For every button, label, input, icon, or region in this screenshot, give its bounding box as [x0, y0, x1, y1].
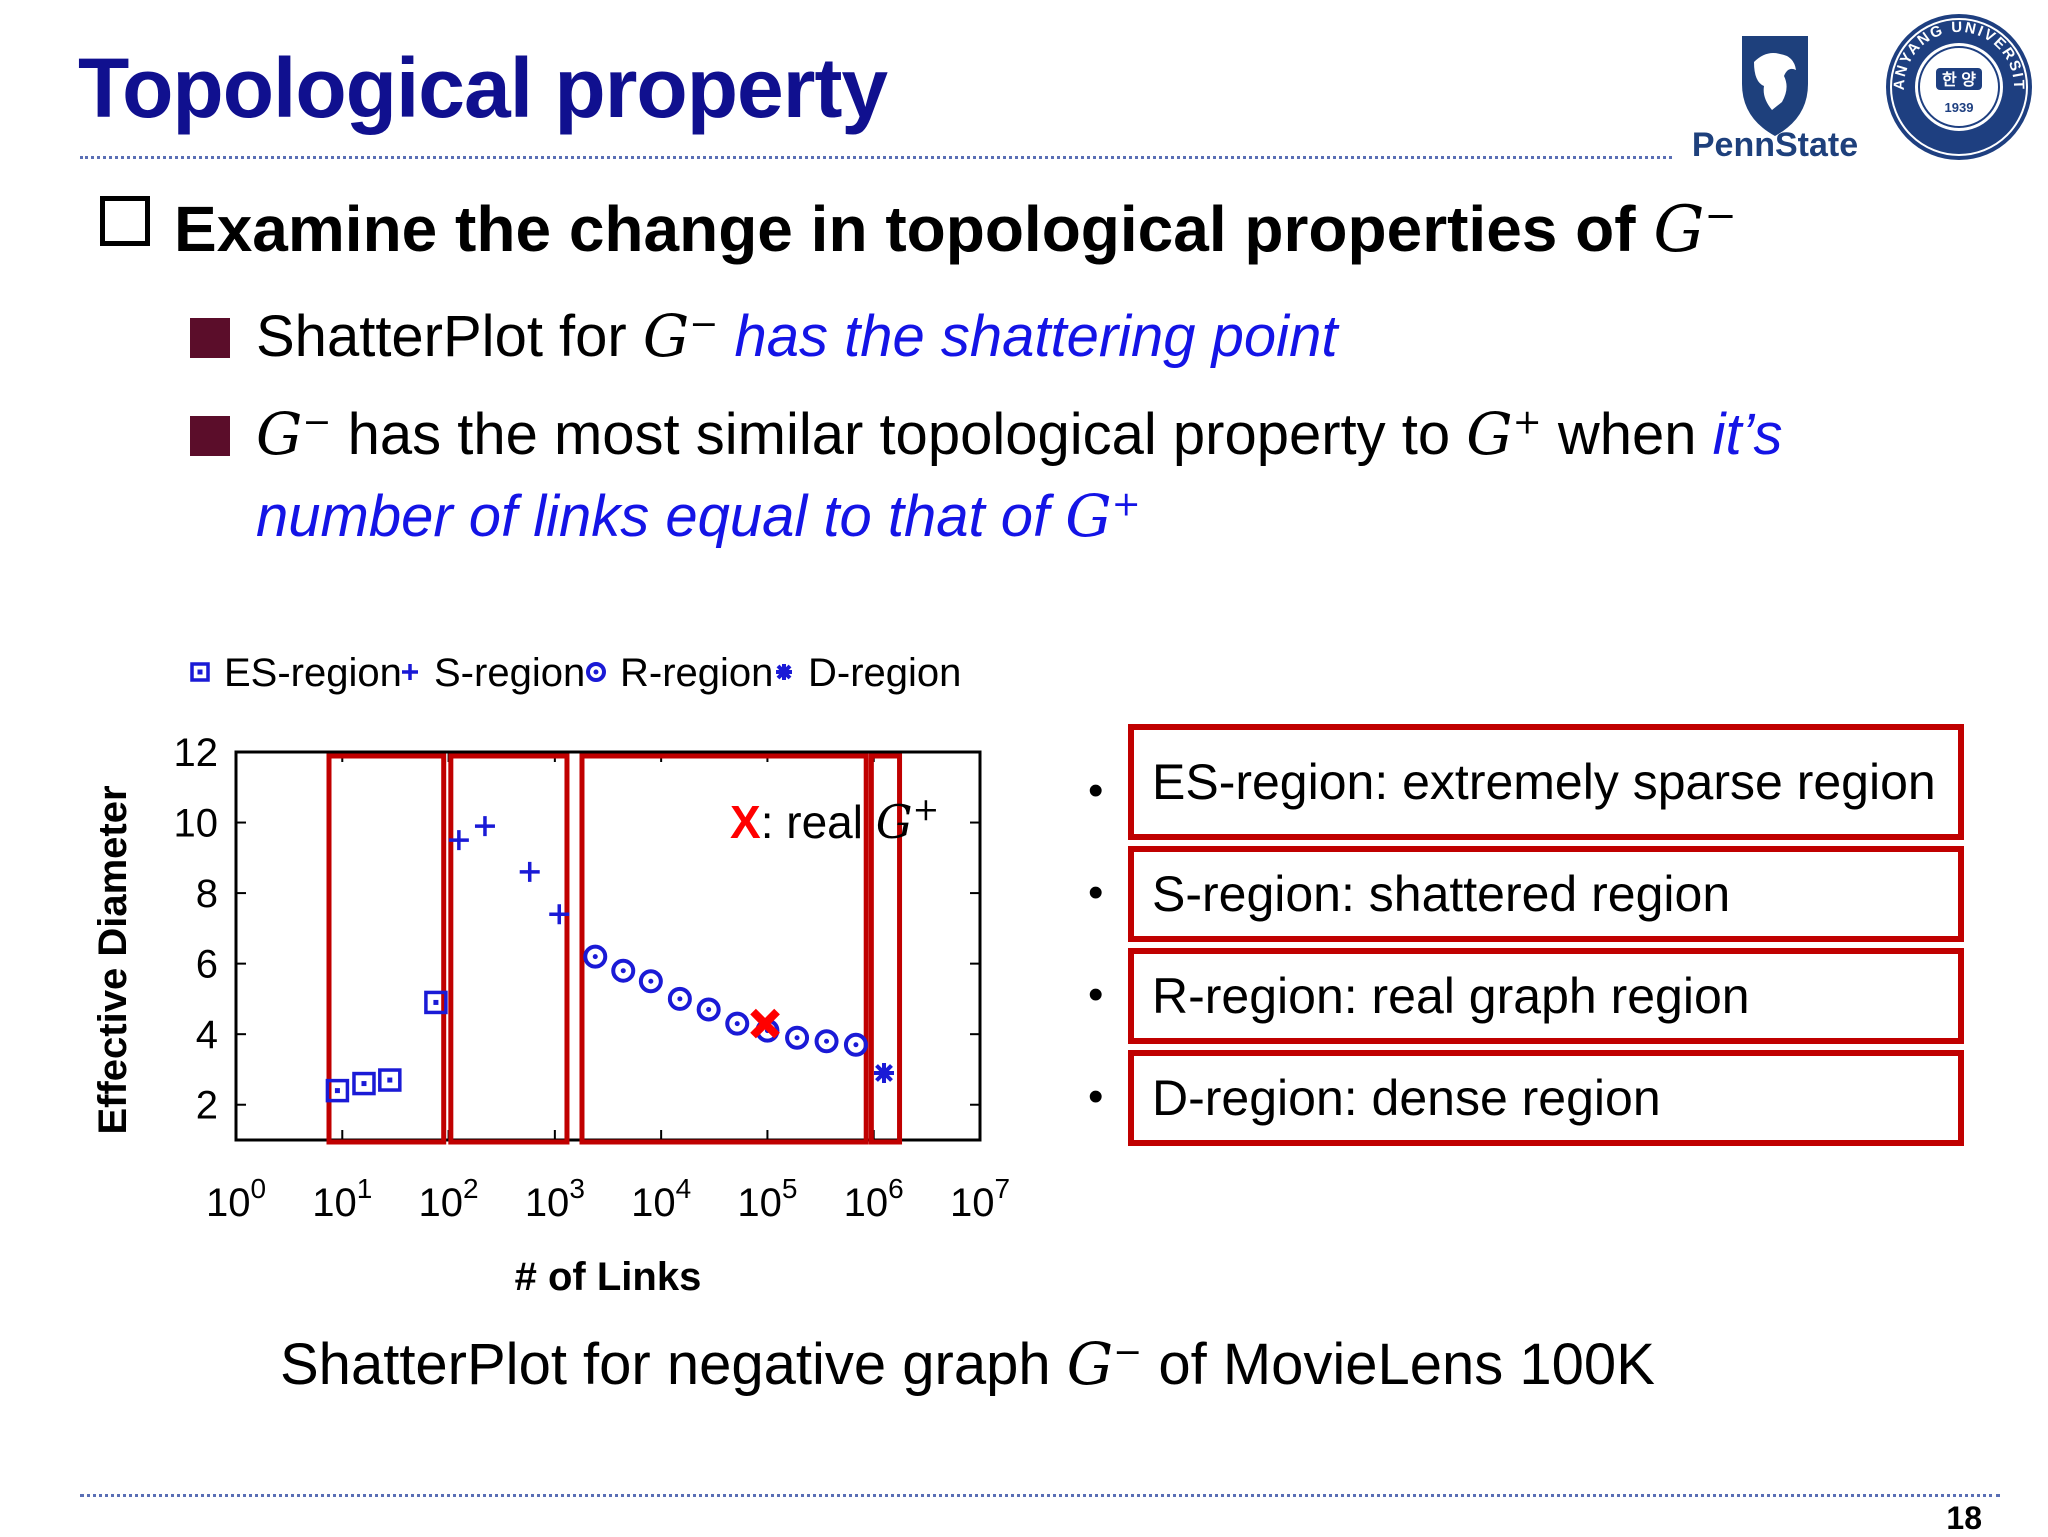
- bullet-similar-property-line2: number of links equal to that of G+: [256, 482, 1141, 550]
- point-es-region: [325, 1078, 350, 1103]
- region-box-r-region: [579, 753, 869, 1145]
- region-boxes: [326, 753, 903, 1145]
- square-bullet-icon: [190, 318, 230, 358]
- point-r-region: [611, 958, 636, 983]
- point-s-region: [448, 830, 469, 851]
- region-def-s: S-region: shattered region: [1128, 846, 1964, 942]
- point-s-region: [549, 904, 570, 925]
- x-tick-label: 103: [525, 1173, 585, 1225]
- legend-entry: ES-region: [224, 651, 402, 695]
- legend-marker-plus: [402, 664, 418, 680]
- square-bullet-icon: [190, 416, 230, 456]
- bullet-dot-icon: •: [1088, 868, 1104, 917]
- point-r-region: [667, 986, 692, 1011]
- region-def-r: R-region: real graph region: [1128, 948, 1964, 1044]
- bullet-dot-icon: •: [1088, 1072, 1104, 1121]
- checkbox-bullet-icon: [100, 196, 150, 246]
- point-es-region: [378, 1068, 402, 1092]
- x-tick-label: 107: [950, 1173, 1010, 1225]
- title-divider: [80, 156, 1672, 159]
- data-points: [325, 816, 895, 1103]
- y-tick-label: 8: [196, 872, 218, 916]
- svg-text:한 양: 한 양: [1942, 70, 1976, 89]
- x-tick-label: 104: [631, 1173, 691, 1225]
- bullet-dot-icon: •: [1088, 766, 1104, 815]
- point-r-region: [725, 1011, 750, 1036]
- y-axis: 2 4 6 8 10 12: [174, 731, 980, 1128]
- chart-caption: ShatterPlot for negative graph G− of Mov…: [280, 1330, 1655, 1398]
- legend-entry: R-region: [620, 651, 773, 695]
- point-r-region: [583, 944, 608, 969]
- hanyang-seal: HANYANG UNIVERSITY 한 양 1939: [1884, 12, 2032, 160]
- point-s-region: [519, 861, 540, 882]
- x-tick-label: 100: [206, 1173, 266, 1225]
- y-tick-label: 2: [196, 1084, 218, 1128]
- pennstate-logo: PennState: [1692, 36, 1858, 160]
- y-tick-label: 4: [196, 1013, 218, 1057]
- svg-text:1939: 1939: [1945, 100, 1974, 115]
- legend-marker-square: [190, 662, 210, 682]
- point-r-region: [814, 1029, 839, 1054]
- x-tick-label: 106: [844, 1173, 904, 1225]
- point-r-region: [638, 969, 663, 994]
- real-graph-x-icon: [750, 1008, 780, 1039]
- legend-marker-star: [776, 664, 792, 680]
- x-axis: 100 101 102 103 104 105 106 107: [206, 752, 1010, 1225]
- x-tick-label: 102: [419, 1173, 479, 1225]
- legend-entry: S-region: [434, 651, 585, 695]
- point-r-region: [843, 1032, 868, 1057]
- y-tick-label: 10: [174, 802, 219, 846]
- y-tick-label: 12: [174, 731, 219, 775]
- real-graph-label: X: real G+: [730, 790, 939, 849]
- x-axis-label: # of Links: [515, 1255, 702, 1299]
- bullet-dot-icon: •: [1088, 970, 1104, 1019]
- region-box-d-region: [868, 753, 903, 1145]
- pennstate-wordmark: PennState: [1692, 126, 1858, 160]
- point-es-region: [424, 990, 448, 1015]
- point-s-region: [474, 816, 495, 837]
- x-tick-label: 105: [737, 1173, 797, 1225]
- point-r-region: [785, 1025, 810, 1050]
- legend-marker-circle: [586, 662, 606, 682]
- point-d-region: [874, 1062, 895, 1083]
- page-number: 18: [1946, 1500, 1982, 1536]
- y-tick-label: 6: [196, 943, 218, 987]
- y-axis-label: Effective Diameter: [91, 785, 135, 1134]
- shatterplot-chart: ES-region S-region R-region D-region Effect…: [91, 651, 1010, 1299]
- point-es-region: [352, 1071, 376, 1096]
- bullet-similar-property: G− has the most similar topological prop…: [256, 400, 1783, 468]
- footer-divider: [80, 1494, 2000, 1497]
- x-tick-label: 101: [312, 1173, 372, 1225]
- bullet-shatterplot: ShatterPlot for G− has the shattering po…: [256, 302, 1338, 370]
- region-box-s-region: [448, 753, 570, 1145]
- real-graph-marker: [750, 1008, 780, 1039]
- slide-title: Topological property: [78, 41, 888, 135]
- region-def-es: ES-region: extremely sparse region: [1128, 724, 1964, 840]
- point-r-region: [696, 997, 721, 1022]
- chart-legend: ES-region S-region R-region D-region: [190, 651, 961, 695]
- legend-entry: D-region: [808, 651, 961, 695]
- main-point: Examine the change in topological proper…: [174, 193, 1737, 267]
- region-def-d: D-region: dense region: [1128, 1050, 1964, 1146]
- region-box-es-region: [326, 753, 447, 1145]
